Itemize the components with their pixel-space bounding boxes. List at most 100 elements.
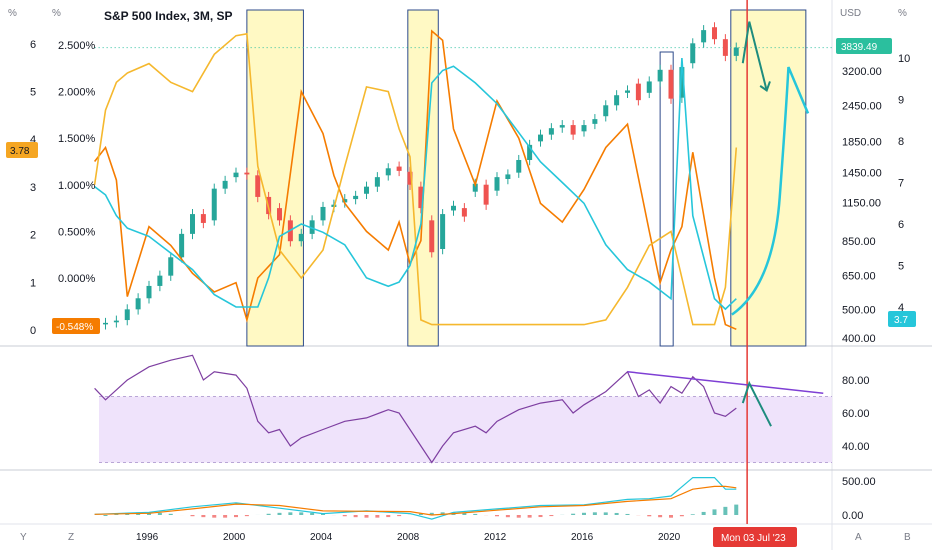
price-tick-label: 500.00 xyxy=(842,304,876,316)
macd-histogram-bar xyxy=(104,515,108,516)
macd-histogram-bar xyxy=(723,507,727,515)
candle xyxy=(244,173,249,175)
right-tick-label: 8 xyxy=(898,136,904,148)
macd-histogram-bar xyxy=(680,515,684,516)
macd-histogram-bar xyxy=(386,515,390,517)
candle xyxy=(734,48,739,56)
candle xyxy=(321,207,326,220)
candle xyxy=(560,125,565,127)
candle xyxy=(125,309,130,320)
rsi-tick-label: 80.00 xyxy=(842,375,870,387)
price-tick-label: 400.00 xyxy=(842,333,876,345)
price-tick-label: 1450.00 xyxy=(842,168,882,180)
candle xyxy=(136,298,141,309)
candle xyxy=(592,119,597,124)
macd-histogram-bar xyxy=(604,512,608,515)
candle xyxy=(157,276,162,286)
macd-histogram-bar xyxy=(310,513,314,515)
candle xyxy=(462,208,467,216)
right-tick-label: 10 xyxy=(898,53,910,65)
candle xyxy=(375,177,380,187)
candle xyxy=(571,125,576,135)
highlight-zone-3 xyxy=(731,10,806,346)
right-axis-unit: % xyxy=(898,8,907,19)
x-tick-label: 1996 xyxy=(136,532,159,543)
right-value-badge: 3.7 xyxy=(888,311,916,327)
macd-histogram-bar xyxy=(169,514,173,515)
price-axis-unit: USD xyxy=(840,8,861,19)
bottom-button-b[interactable]: B xyxy=(904,532,911,543)
x-tick-label: 2004 xyxy=(310,532,333,543)
macd-histogram-bar xyxy=(234,515,238,517)
candle xyxy=(614,95,619,105)
candle xyxy=(277,208,282,220)
macd-histogram-bar xyxy=(495,515,499,516)
candle xyxy=(353,196,358,199)
macd-histogram-bar xyxy=(506,515,510,517)
left-a-tick-label: 1 xyxy=(30,277,36,289)
left-pct-badge-text: -0.548% xyxy=(56,322,93,333)
candle xyxy=(658,70,663,82)
macd-histogram-bar xyxy=(582,513,586,515)
rsi-tick-label: 40.00 xyxy=(842,441,870,453)
bottom-button-y[interactable]: Y xyxy=(20,532,27,543)
macd-histogram-bar xyxy=(278,513,282,515)
macd-histogram-bar xyxy=(528,515,532,518)
x-tick-label: 2020 xyxy=(658,532,681,543)
macd-histogram-bar xyxy=(734,505,738,515)
candle xyxy=(582,125,587,131)
macd-histogram-bar xyxy=(212,515,216,518)
price-tick-label: 1150.00 xyxy=(842,197,881,209)
candle xyxy=(669,70,674,99)
candle xyxy=(212,189,217,221)
left-b-tick-label: 0.500% xyxy=(58,226,96,238)
candle xyxy=(549,128,554,134)
right-tick-label: 9 xyxy=(898,95,904,107)
left-b-tick-label: 0.000% xyxy=(58,273,96,285)
macd-histogram-bar xyxy=(397,515,401,516)
candle xyxy=(625,90,630,92)
macd-histogram-bar xyxy=(702,512,706,515)
left-a-tick-label: 3 xyxy=(30,182,36,194)
macd-histogram-bar xyxy=(267,514,271,515)
macd-histogram-bar xyxy=(549,515,553,516)
macd-histogram-bar xyxy=(343,515,347,516)
candle xyxy=(234,173,239,178)
candle xyxy=(397,167,402,171)
candle xyxy=(516,160,521,173)
price-badge-text: 3839.49 xyxy=(841,42,878,53)
price-tick-label: 650.00 xyxy=(842,271,876,283)
candle xyxy=(690,43,695,63)
left-b-tick-label: 1.500% xyxy=(58,133,96,145)
macd-histogram-bar xyxy=(158,513,162,515)
left-a-tick-label: 5 xyxy=(30,87,36,99)
x-tick-label: 2012 xyxy=(484,532,507,543)
left-b-tick-label: 2.000% xyxy=(58,87,96,99)
candle xyxy=(386,168,391,175)
macd-histogram-bar xyxy=(245,515,249,516)
candle xyxy=(451,206,456,211)
price-tick-label: 2450.00 xyxy=(842,100,882,112)
candle xyxy=(255,175,260,197)
bottom-button-z[interactable]: Z xyxy=(68,532,74,543)
left-axis-unit-a: % xyxy=(8,8,17,19)
bottom-button-a[interactable]: A xyxy=(855,532,862,543)
macd-histogram-bar xyxy=(223,515,227,518)
macd-histogram-bar xyxy=(615,513,619,515)
macd-histogram-bar xyxy=(288,512,292,515)
candle xyxy=(538,135,543,142)
candle xyxy=(114,321,119,323)
candle xyxy=(723,39,728,56)
right-tick-label: 6 xyxy=(898,219,904,231)
price-tick-label: 1850.00 xyxy=(842,136,882,148)
candle xyxy=(429,220,434,252)
candle xyxy=(484,185,489,205)
macd-histogram-bar xyxy=(191,515,195,516)
macd-histogram-bar xyxy=(571,514,575,515)
date-badge: Mon 03 Jul '23 xyxy=(713,527,797,547)
macd-histogram-bar xyxy=(365,515,369,518)
macd-histogram-bar xyxy=(691,514,695,515)
candle xyxy=(223,181,228,189)
macd-histogram-bar xyxy=(593,512,597,515)
